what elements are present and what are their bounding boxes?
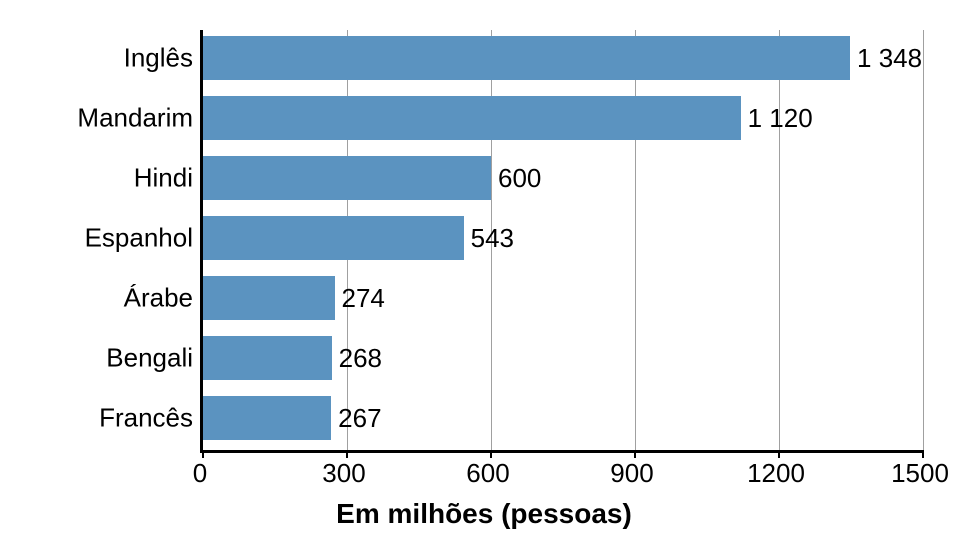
x-tick-label: 0 [193,458,207,489]
x-tick-mark [346,450,348,458]
category-label: Hindi [134,163,193,194]
category-label: Espanhol [85,223,193,254]
x-tick-label: 1200 [747,458,805,489]
x-tick-mark [202,450,204,458]
x-tick-label: 900 [610,458,653,489]
language-speakers-chart: Em milhões (pessoas) 0 300 600 900 1200 1500 I… [20,20,948,539]
value-label: 1 348 [857,43,922,74]
bar [203,396,331,440]
x-tick-label: 1500 [891,458,949,489]
category-label: Inglês [124,43,193,74]
x-tick-mark [634,450,636,458]
bar [203,276,335,320]
value-label: 267 [338,403,381,434]
value-label: 1 120 [748,103,813,134]
bar [203,336,332,380]
x-tick-label: 300 [322,458,365,489]
plot-area [200,30,923,453]
category-label: Árabe [124,283,193,314]
value-label: 600 [498,163,541,194]
x-tick-mark [490,450,492,458]
x-tick-mark [778,450,780,458]
bar [203,216,464,260]
gridline [923,30,924,450]
category-label: Mandarim [77,103,193,134]
gridline [779,30,780,450]
value-label: 543 [471,223,514,254]
category-label: Francês [99,403,193,434]
x-tick-mark [922,450,924,458]
bar [203,36,850,80]
x-axis-title: Em milhões (pessoas) [20,498,948,530]
x-tick-label: 600 [466,458,509,489]
bar [203,156,491,200]
bar [203,96,741,140]
value-label: 268 [339,343,382,374]
category-label: Bengali [106,343,193,374]
gridline [635,30,636,450]
value-label: 274 [342,283,385,314]
